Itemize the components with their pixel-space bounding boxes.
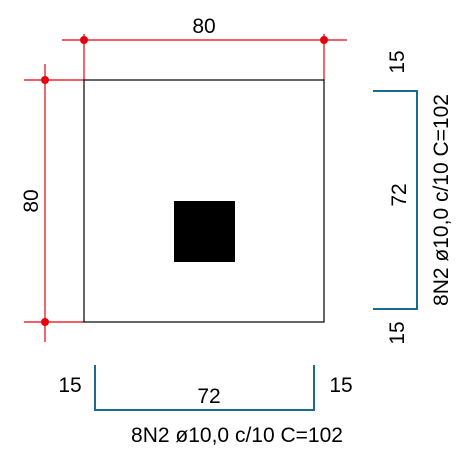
left-dimension: 80: [20, 64, 84, 342]
column-square: [174, 201, 235, 262]
top-dimension-dot-right: [320, 36, 328, 44]
right-rebar-top-hook: 15: [386, 50, 409, 73]
left-dimension-dot-bottom: [41, 318, 49, 326]
bottom-rebar-right-hook: 15: [329, 374, 352, 397]
top-dimension: 80: [62, 15, 347, 80]
bottom-rebar: 15 72 15 8N2 ø10,0 c/10 C=102: [58, 365, 353, 447]
bottom-rebar-left-hook: 15: [58, 374, 81, 397]
left-dimension-dot-top: [41, 76, 49, 84]
section-width-label: 80: [192, 15, 215, 38]
right-rebar-shape: [373, 90, 418, 310]
section-height-label: 80: [20, 189, 43, 212]
right-rebar-label: 8N2 ø10,0 c/10 C=102: [430, 94, 453, 306]
section-outline: [83, 79, 325, 323]
bottom-rebar-label: 8N2 ø10,0 c/10 C=102: [131, 424, 343, 447]
right-rebar-length: 72: [388, 183, 411, 206]
bottom-rebar-shape: [94, 365, 315, 411]
top-dimension-dot-left: [80, 36, 88, 44]
right-rebar: 15 72 15 8N2 ø10,0 c/10 C=102: [373, 50, 453, 345]
bottom-rebar-length: 72: [197, 385, 220, 408]
right-rebar-bottom-hook: 15: [386, 321, 409, 344]
